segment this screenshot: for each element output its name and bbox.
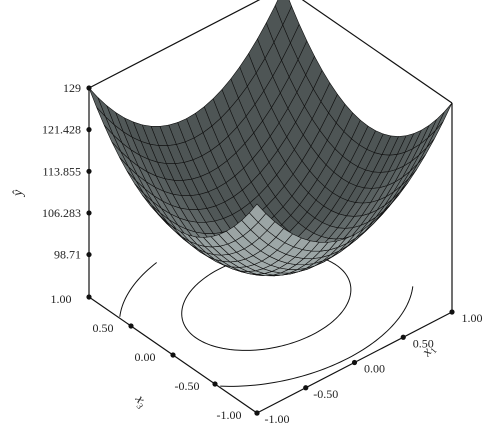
floor-contour-2-3 <box>220 286 414 387</box>
x1-tick-label: -0.50 <box>313 387 338 401</box>
y-tick-dot <box>86 127 92 133</box>
x3-tick-dot <box>254 410 260 416</box>
x3-tick-label: 1.00 <box>51 292 72 306</box>
y-tick-label: 113.855 <box>42 164 81 178</box>
y-tick-label: 106.283 <box>42 206 81 220</box>
top-back-left-edge <box>88 0 261 89</box>
x3-axis-title: x3 <box>130 392 150 411</box>
y-tick-label: 98.71 <box>54 248 81 262</box>
x1-tick-label: 0.50 <box>413 336 434 350</box>
x1-tick-label: 1.00 <box>462 311 483 325</box>
surface-facet-484 <box>248 203 267 223</box>
x3-tick-label: -1.00 <box>217 408 242 422</box>
y-tick-label: 121.428 <box>42 123 81 137</box>
ticks: -1.00 -0.50 0.00 0.50 1.00 -1.00 -0.50 0.00 0.50… <box>42 81 483 426</box>
x3-tick-label: -0.50 <box>175 379 200 393</box>
x3-tick-dot <box>128 323 134 329</box>
top-back-right-edge <box>301 0 453 104</box>
x1-tick-dot <box>351 359 358 366</box>
floor-contour-2-2 <box>119 262 157 317</box>
x3-tick-label: 0.00 <box>135 350 156 364</box>
y-tick-dot <box>86 168 92 174</box>
y-tick-dot <box>86 85 92 91</box>
y-hat-axis-title: ŷ <box>11 189 26 198</box>
x1-tick-label: 0.00 <box>364 362 385 376</box>
surface <box>88 0 453 277</box>
x3-tick-dot <box>212 381 218 387</box>
y-tick-dot <box>86 251 92 258</box>
x3-tick-label: 0.50 <box>93 321 114 335</box>
y-tick-label: 129 <box>63 81 81 95</box>
surface-facet-247 <box>435 102 453 131</box>
x3-tick-dot <box>170 352 176 358</box>
x3-tick-dot <box>86 294 92 300</box>
y-tick-dot <box>86 210 92 216</box>
x1-tick-dot <box>449 309 455 315</box>
x1-tick-dot <box>303 385 309 391</box>
x1-tick-label: -1.00 <box>265 412 290 426</box>
x1-tick-dot <box>400 334 406 340</box>
